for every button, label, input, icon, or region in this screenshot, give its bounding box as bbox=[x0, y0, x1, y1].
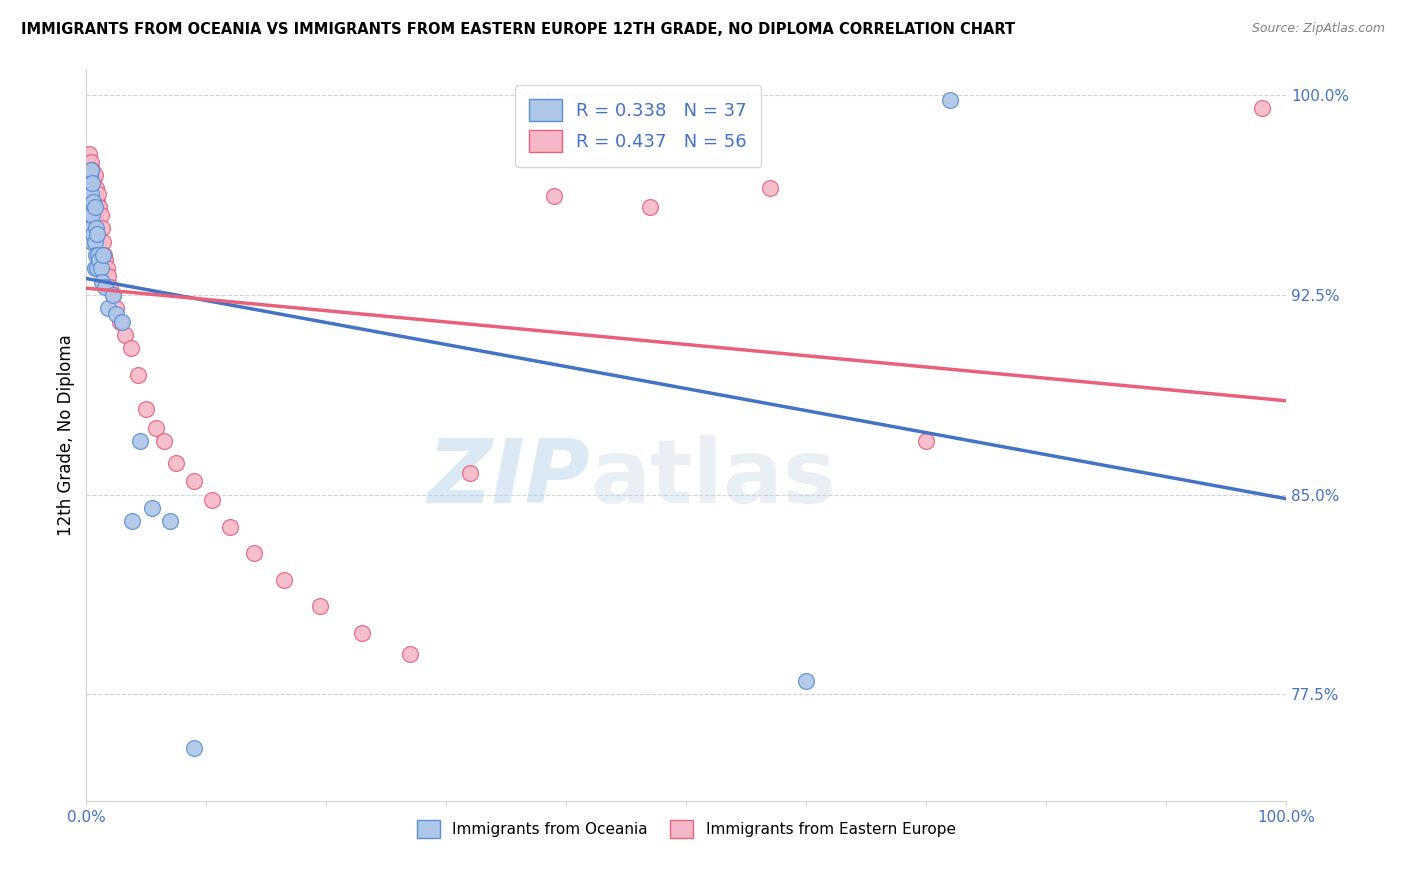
Point bbox=[90, 248, 112, 262]
Point bbox=[89, 253, 111, 268]
Point bbox=[90, 221, 112, 235]
Point bbox=[77, 181, 100, 195]
Point bbox=[86, 227, 108, 241]
Point bbox=[111, 314, 134, 328]
Point bbox=[80, 186, 103, 201]
Text: IMMIGRANTS FROM OCEANIA VS IMMIGRANTS FROM EASTERN EUROPE 12TH GRADE, NO DIPLOMA: IMMIGRANTS FROM OCEANIA VS IMMIGRANTS FR… bbox=[21, 22, 1015, 37]
Point bbox=[94, 253, 117, 268]
Point bbox=[83, 235, 105, 249]
Point bbox=[82, 173, 104, 187]
Point bbox=[80, 162, 103, 177]
Point bbox=[915, 434, 938, 449]
Point bbox=[79, 208, 101, 222]
Point bbox=[86, 227, 108, 241]
Point bbox=[121, 514, 143, 528]
Point bbox=[82, 200, 104, 214]
Point bbox=[105, 306, 128, 320]
Point bbox=[77, 173, 100, 187]
Point bbox=[352, 626, 374, 640]
Point bbox=[87, 248, 110, 262]
Point bbox=[84, 221, 107, 235]
Point bbox=[105, 301, 128, 316]
Point bbox=[80, 194, 103, 209]
Point bbox=[82, 227, 104, 241]
Point bbox=[135, 402, 157, 417]
Point bbox=[543, 189, 565, 203]
Point bbox=[98, 280, 121, 294]
Point bbox=[82, 208, 104, 222]
Point bbox=[82, 189, 104, 203]
Point bbox=[86, 194, 108, 209]
Point bbox=[87, 186, 110, 201]
Point bbox=[86, 261, 108, 276]
Point bbox=[79, 162, 101, 177]
Point bbox=[141, 500, 163, 515]
Point bbox=[108, 314, 131, 328]
Point bbox=[165, 456, 187, 470]
Point bbox=[183, 475, 205, 489]
Point bbox=[243, 546, 266, 560]
Point bbox=[87, 235, 110, 249]
Point bbox=[82, 213, 104, 227]
Point bbox=[91, 235, 114, 249]
Point bbox=[638, 200, 661, 214]
Point bbox=[458, 467, 481, 481]
Point bbox=[76, 154, 98, 169]
Point bbox=[84, 221, 107, 235]
Point bbox=[89, 243, 111, 257]
Text: ZIP: ZIP bbox=[427, 435, 591, 522]
Point bbox=[83, 168, 105, 182]
Point bbox=[77, 200, 100, 214]
Y-axis label: 12th Grade, No Diploma: 12th Grade, No Diploma bbox=[58, 334, 75, 535]
Point bbox=[93, 248, 115, 262]
Point bbox=[80, 154, 103, 169]
Point bbox=[145, 421, 167, 435]
Point bbox=[1251, 102, 1274, 116]
Point bbox=[101, 288, 124, 302]
Point bbox=[84, 181, 107, 195]
Point bbox=[82, 162, 104, 177]
Point bbox=[79, 189, 101, 203]
Point bbox=[399, 648, 422, 662]
Point bbox=[90, 261, 112, 276]
Text: Source: ZipAtlas.com: Source: ZipAtlas.com bbox=[1251, 22, 1385, 36]
Point bbox=[114, 327, 136, 342]
Point bbox=[89, 200, 111, 214]
Point bbox=[79, 168, 101, 182]
Point bbox=[309, 599, 332, 614]
Point bbox=[77, 146, 100, 161]
Point bbox=[82, 176, 104, 190]
Point bbox=[127, 368, 149, 382]
Point bbox=[153, 434, 176, 449]
Point bbox=[129, 434, 152, 449]
Point bbox=[83, 208, 105, 222]
Point bbox=[97, 269, 120, 284]
Point bbox=[939, 94, 962, 108]
Point bbox=[80, 221, 103, 235]
Point bbox=[759, 181, 782, 195]
Point bbox=[219, 519, 242, 533]
Point bbox=[183, 740, 205, 755]
Legend: Immigrants from Oceania, Immigrants from Eastern Europe: Immigrants from Oceania, Immigrants from… bbox=[411, 814, 962, 845]
Point bbox=[91, 248, 114, 262]
Text: atlas: atlas bbox=[591, 435, 837, 522]
Point bbox=[96, 261, 118, 276]
Point bbox=[273, 573, 295, 587]
Point bbox=[159, 514, 181, 528]
Point bbox=[83, 261, 105, 276]
Point bbox=[82, 194, 104, 209]
Point bbox=[794, 673, 817, 688]
Point bbox=[82, 235, 104, 249]
Point bbox=[76, 194, 98, 209]
Point bbox=[84, 248, 107, 262]
Point bbox=[97, 301, 120, 316]
Point bbox=[90, 208, 112, 222]
Point bbox=[201, 492, 224, 507]
Point bbox=[90, 275, 112, 289]
Point bbox=[101, 288, 124, 302]
Point bbox=[120, 341, 142, 355]
Point bbox=[83, 200, 105, 214]
Point bbox=[94, 280, 117, 294]
Point bbox=[90, 253, 112, 268]
